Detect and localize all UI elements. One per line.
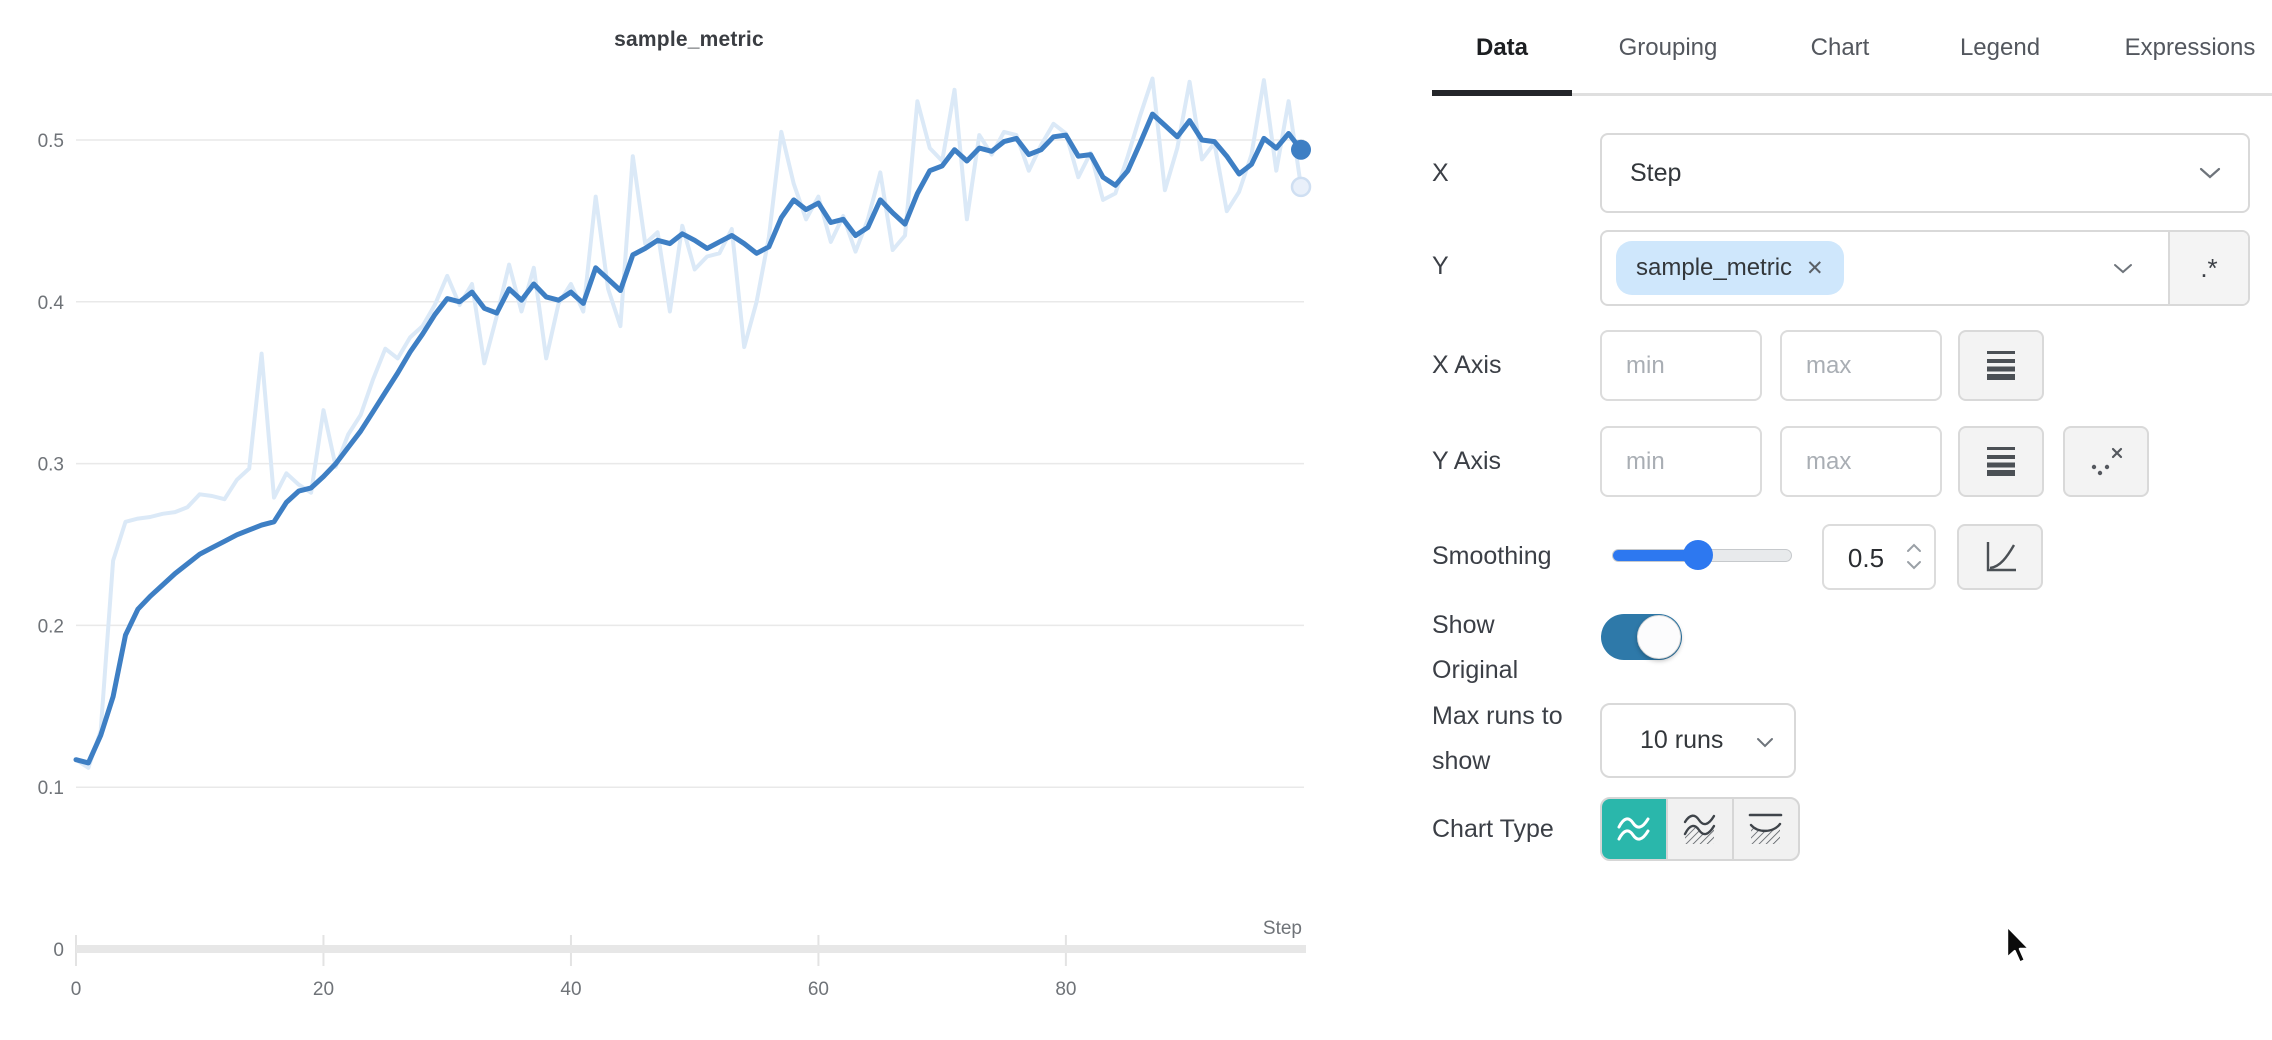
- ignore-outliers-button[interactable]: [2063, 426, 2149, 497]
- svg-text:0.3: 0.3: [38, 455, 64, 476]
- remove-metric-icon[interactable]: ✕: [1806, 256, 1824, 280]
- chevron-down-icon: [1757, 738, 1773, 748]
- minmax-area-icon: [1748, 813, 1783, 844]
- y-axis-min-input[interactable]: [1600, 426, 1762, 497]
- x-axis-min-input[interactable]: [1600, 330, 1762, 401]
- max-runs-label: Max runs to show: [1432, 702, 1563, 775]
- smoothing-type-button[interactable]: [1957, 524, 2043, 590]
- max-runs-value: 10 runs: [1640, 726, 1724, 754]
- x-field-select[interactable]: Step: [1600, 133, 2250, 213]
- x-field-label: X: [1432, 159, 1449, 187]
- svg-text:0.5: 0.5: [38, 131, 64, 152]
- svg-text:20: 20: [313, 979, 334, 1000]
- svg-text:0: 0: [53, 940, 64, 961]
- smoothing-slider-fill: [1613, 550, 1699, 561]
- show-original-label: Show Original: [1432, 611, 1519, 684]
- log-scale-icon: [1987, 446, 2015, 476]
- log-scale-icon: [1987, 350, 2015, 380]
- x-axis-max-input[interactable]: [1780, 330, 1942, 401]
- metric-chip-label: sample_metric: [1636, 254, 1793, 281]
- smoothing-slider-thumb[interactable]: [1683, 540, 1714, 570]
- tab-chart[interactable]: Chart: [1810, 34, 1870, 61]
- tab-underline-track: [1432, 93, 2272, 96]
- area-chart-icon: [1683, 814, 1716, 844]
- chart-type-group: [1600, 797, 1800, 861]
- y-field-label: Y: [1432, 252, 1449, 280]
- x-axis-log-scale-button[interactable]: [1958, 330, 2044, 401]
- chart-type-area-button[interactable]: [1668, 799, 1734, 859]
- svg-text:Step: Step: [1263, 918, 1302, 939]
- y-field-select[interactable]: sample_metric ✕ .*: [1600, 230, 2250, 306]
- chart-title: sample_metric: [614, 28, 764, 51]
- stepper-arrows-icon[interactable]: [1906, 541, 1922, 573]
- chart-type-minmax-button[interactable]: [1734, 799, 1798, 859]
- smoothing-label: Smoothing: [1432, 542, 1552, 570]
- max-runs-select[interactable]: 10 runs: [1600, 703, 1796, 778]
- x-field-value: Step: [1630, 158, 1682, 187]
- tab-data[interactable]: Data: [1475, 34, 1529, 61]
- mouse-cursor: [2005, 924, 2031, 964]
- metric-chip[interactable]: sample_metric ✕: [1616, 241, 1844, 295]
- tab-grouping[interactable]: Grouping: [1618, 34, 1718, 61]
- line-chart-icon: [1617, 817, 1650, 841]
- toggle-knob: [1637, 615, 1681, 659]
- chevron-down-icon: [2114, 263, 2132, 273]
- smoothing-value-box: [1822, 524, 1936, 590]
- regex-toggle-button[interactable]: .*: [2168, 232, 2248, 304]
- tab-expressions[interactable]: Expressions: [2124, 34, 2256, 61]
- ignore-outliers-icon: [2091, 447, 2123, 475]
- chart-type-line-button[interactable]: [1602, 799, 1668, 859]
- tab-active-underline: [1432, 90, 1572, 96]
- svg-text:0.1: 0.1: [38, 778, 64, 799]
- smoothing-slider-track[interactable]: [1612, 540, 1792, 570]
- metric-chart[interactable]: 0 0.1 0.2 0.3 0.4 0.5 0 20 40 60 80 Step: [0, 0, 1430, 1040]
- svg-text:0.2: 0.2: [38, 616, 64, 637]
- y-axis-max-input[interactable]: [1780, 426, 1942, 497]
- y-axis-log-scale-button[interactable]: [1958, 426, 2044, 497]
- x-axis-label: X Axis: [1432, 351, 1502, 379]
- svg-text:60: 60: [808, 979, 829, 1000]
- smoothing-value-input[interactable]: [1824, 526, 1908, 590]
- show-original-toggle[interactable]: [1601, 614, 1682, 660]
- svg-text:0.4: 0.4: [38, 293, 65, 314]
- svg-text:80: 80: [1055, 979, 1076, 1000]
- tab-legend[interactable]: Legend: [1959, 34, 2041, 61]
- svg-text:40: 40: [560, 979, 581, 1000]
- y-axis-label: Y Axis: [1432, 447, 1502, 475]
- chart-type-label: Chart Type: [1432, 815, 1554, 843]
- chevron-down-icon: [2199, 167, 2221, 179]
- smoothing-curve-icon: [1986, 542, 2016, 572]
- svg-text:0: 0: [71, 979, 82, 1000]
